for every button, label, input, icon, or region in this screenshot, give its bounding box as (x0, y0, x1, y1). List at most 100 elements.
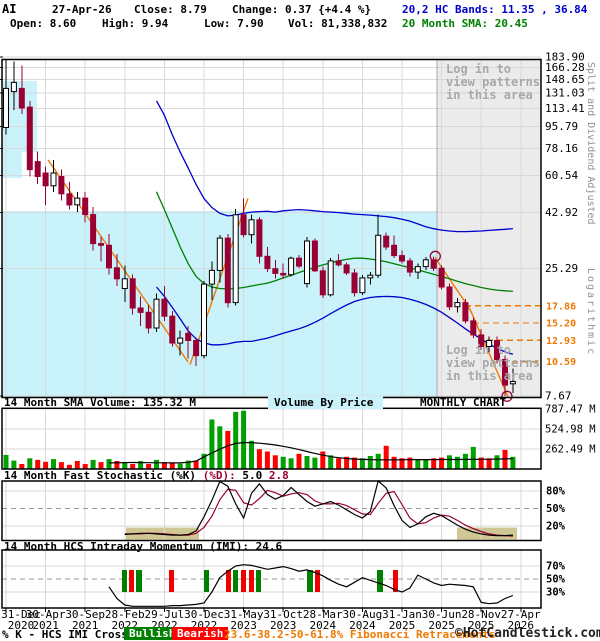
x-axis-year-label: 2025 (428, 619, 455, 632)
candle-down (58, 176, 65, 195)
volume-tick-label: 524.98 M (545, 423, 596, 435)
x-axis-date-label: 31-May (224, 608, 264, 621)
candle-up (177, 337, 184, 344)
candle-down (502, 359, 508, 386)
imi-tick-label: 50% (546, 574, 566, 586)
volume-bar (415, 459, 421, 469)
hc-bands-value: 20,2 HC Bands: 11.35 , 36.84 (402, 3, 588, 16)
crossover-legend-label: % K - HCS IMI Crossover, (2, 628, 161, 641)
volume-bar (27, 458, 33, 469)
volume-bar (407, 457, 413, 469)
axis-note-adjusted: Split and Dividend Adjusted (585, 62, 596, 225)
volume-bar (209, 419, 215, 469)
volume-bar (114, 461, 120, 469)
candle-down (280, 272, 287, 276)
volume-bar (256, 449, 262, 469)
candle-up (288, 257, 295, 276)
x-axis-year-label: 2024 (349, 619, 376, 632)
candle-down (193, 340, 200, 357)
candle-up (414, 266, 421, 273)
volume-bar (161, 462, 167, 469)
volume-bar (391, 456, 397, 469)
bullish-crossover-bar (307, 570, 313, 592)
bearish-crossover-bar (315, 570, 320, 592)
candle-down (446, 286, 453, 308)
bullish-crossover-bar (377, 570, 383, 592)
candle-down (145, 311, 152, 329)
price-tick-label: 183.90 (545, 51, 585, 64)
volume-bar (169, 462, 175, 469)
candle-down (26, 106, 33, 171)
candle-up (359, 277, 366, 294)
volume-bar (296, 453, 302, 469)
volume-bar (383, 445, 389, 469)
volume-bar (312, 457, 318, 469)
fibonacci-level-label: 10.59 (546, 357, 576, 368)
volume-bar (510, 456, 516, 469)
x-axis-date-label: 31-Dec (1, 608, 41, 621)
candle-down (185, 332, 192, 341)
price-tick-label: 78.16 (545, 142, 578, 155)
imi-tick-label: 30% (546, 587, 566, 599)
volume-bar (423, 459, 429, 469)
x-axis-date-label: 28-Mar (303, 608, 343, 621)
candle-down (137, 307, 144, 313)
bearish-crossover-bar (169, 570, 174, 592)
volume-bar (367, 456, 373, 469)
candle-up (216, 237, 223, 271)
low-value: Low: 7.90 (204, 17, 264, 30)
ticker-symbol: AI (2, 2, 17, 16)
volume-panel-title: 14 Month SMA Volume: 135.32 M (4, 396, 197, 409)
high-value: High: 9.94 (102, 17, 169, 30)
candle-down (264, 255, 271, 270)
volume-bar (399, 458, 405, 469)
candle-down (113, 267, 120, 280)
price-tick-label: 131.03 (545, 87, 585, 100)
candle-down (478, 334, 485, 347)
x-axis-date-label: 28-Feb (105, 608, 145, 621)
volume-bar (478, 457, 484, 469)
volume-bar (320, 451, 326, 469)
candle-down (430, 259, 437, 269)
login-overlay-line: in this area (446, 369, 533, 383)
price-pattern-region (2, 152, 22, 178)
fibonacci-level-label: 17.86 (546, 301, 576, 312)
stochastic-tick-label: 20% (546, 521, 566, 533)
candle-down (406, 260, 413, 273)
x-axis-date-label: 30-Sep (65, 608, 105, 621)
volume-bar (344, 456, 350, 469)
volume-bar (494, 455, 500, 469)
bullish-badge: Bullish (124, 627, 181, 640)
candle-up (509, 381, 516, 385)
candle-down (34, 161, 41, 178)
candle-up (304, 240, 310, 285)
candle-up (153, 298, 160, 329)
bullish-crossover-bar (204, 570, 209, 592)
candle-down (494, 340, 500, 360)
volume-bar (58, 462, 64, 469)
stoch-title-text: 14 Month Fast Stochastic (%K) (4, 469, 203, 482)
price-tick-label: 60.54 (545, 169, 578, 182)
volume-bar (280, 456, 286, 469)
volume-sma-line (108, 441, 513, 464)
volume-bar (82, 464, 88, 469)
bullish-crossover-bar (233, 570, 238, 592)
candle-up (50, 172, 57, 187)
login-overlay-line: Log in to (446, 62, 512, 76)
volume-bar (51, 459, 56, 469)
x-axis-year-label: 2023 (270, 619, 297, 632)
login-overlay-bottom: Log in to view patterns in this area (446, 344, 540, 383)
candle-down (169, 315, 176, 344)
candle-up (248, 219, 255, 236)
imi-tick-label: 70% (546, 561, 566, 573)
candle-up (454, 302, 461, 308)
volume-bar (336, 458, 342, 469)
candle-down (66, 193, 73, 206)
candle-down (161, 298, 168, 317)
volume-tick-label: 787.47 M (545, 403, 596, 415)
volume-bar (217, 426, 223, 469)
candle-down (42, 172, 49, 187)
candle-down (129, 278, 136, 309)
volume-bar (3, 454, 9, 469)
